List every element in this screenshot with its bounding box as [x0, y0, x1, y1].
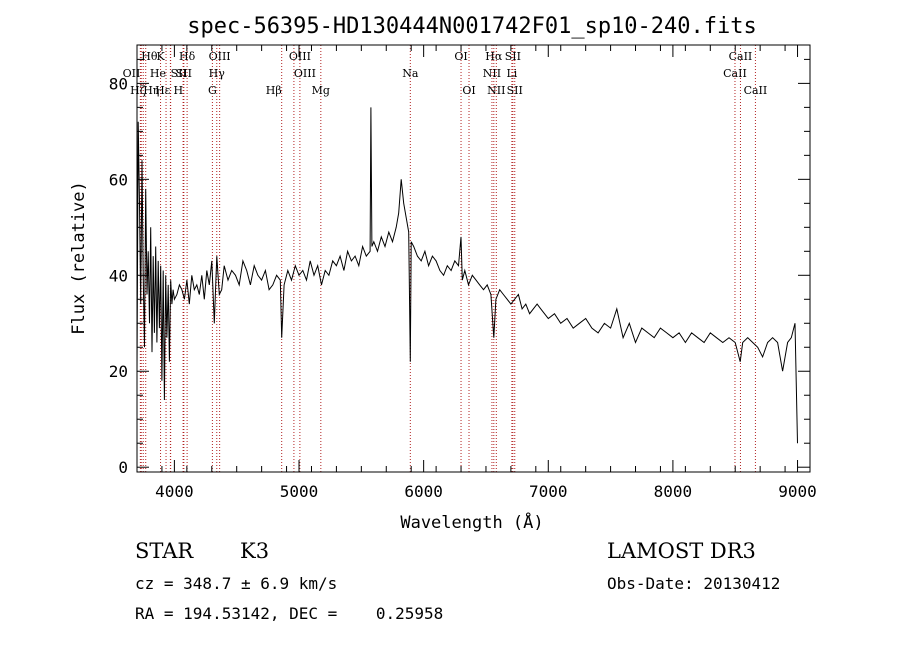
spectrum-line	[136, 107, 798, 444]
line-label: Hδ	[179, 50, 196, 63]
y-tick-label: 60	[109, 170, 128, 189]
line-label: Hη	[143, 84, 159, 97]
line-label: OII	[123, 67, 141, 80]
y-tick-label: 80	[109, 74, 128, 93]
survey-name: LAMOST DR3	[607, 539, 756, 563]
obs-date: Obs-Date: 20130412	[607, 574, 781, 593]
line-label: Hβ	[266, 84, 282, 97]
line-label: CaII	[744, 84, 768, 97]
y-tick-label: 40	[109, 266, 128, 285]
line-label: Hγ	[209, 67, 226, 80]
line-label: SII	[505, 50, 521, 63]
x-tick-label: 5000	[280, 482, 319, 501]
x-axis-label: Wavelength (Å)	[400, 511, 543, 533]
line-label: OIII	[294, 67, 316, 80]
line-label: CaII	[729, 50, 753, 63]
line-label: G	[208, 84, 217, 97]
redshift-value: cz = 348.7 ± 6.9 km/s	[135, 574, 338, 593]
line-label: Hε	[155, 84, 171, 97]
object-subclass: K3	[240, 539, 270, 563]
line-label: OI	[462, 84, 475, 97]
x-tick-label: 9000	[778, 482, 817, 501]
line-label: OIII	[289, 50, 311, 63]
line-label: SII	[507, 84, 523, 97]
x-tick-label: 7000	[529, 482, 568, 501]
plot-frame	[136, 44, 811, 473]
coordinates: RA = 194.53142, DEC = 0.25958	[135, 604, 444, 623]
line-label: K	[156, 50, 165, 63]
line-label: NII	[487, 84, 505, 97]
line-label: Na	[402, 67, 419, 80]
y-axis-label: Flux (relative)	[69, 181, 89, 335]
line-label: H	[174, 84, 184, 97]
line-label: OIII	[209, 50, 231, 63]
y-tick-label: 20	[109, 362, 128, 381]
line-label: He	[150, 67, 166, 80]
line-label: CaII	[723, 67, 747, 80]
line-label: OI	[454, 50, 467, 63]
x-tick-label: 8000	[654, 482, 693, 501]
axes: 4000 5000 6000 7000 8000 9000 0 20 40 60 80	[109, 45, 817, 501]
chart-title: spec-56395-HD130444N001742F01_sp10-240.f…	[187, 14, 757, 39]
line-markers	[139, 45, 756, 472]
x-tick-label: 4000	[155, 482, 194, 501]
object-class: STAR	[135, 539, 194, 563]
line-label: Li	[506, 67, 517, 80]
line-label: Hζ	[130, 84, 146, 97]
line-label: Hθ	[141, 50, 158, 63]
line-label: Mg	[312, 84, 330, 97]
line-label: NII	[483, 67, 501, 80]
line-label: Hα	[485, 50, 503, 63]
x-tick-label: 6000	[404, 482, 443, 501]
line-label: SII	[171, 67, 187, 80]
y-tick-label: 0	[118, 458, 128, 477]
line-label: SII	[176, 67, 192, 80]
